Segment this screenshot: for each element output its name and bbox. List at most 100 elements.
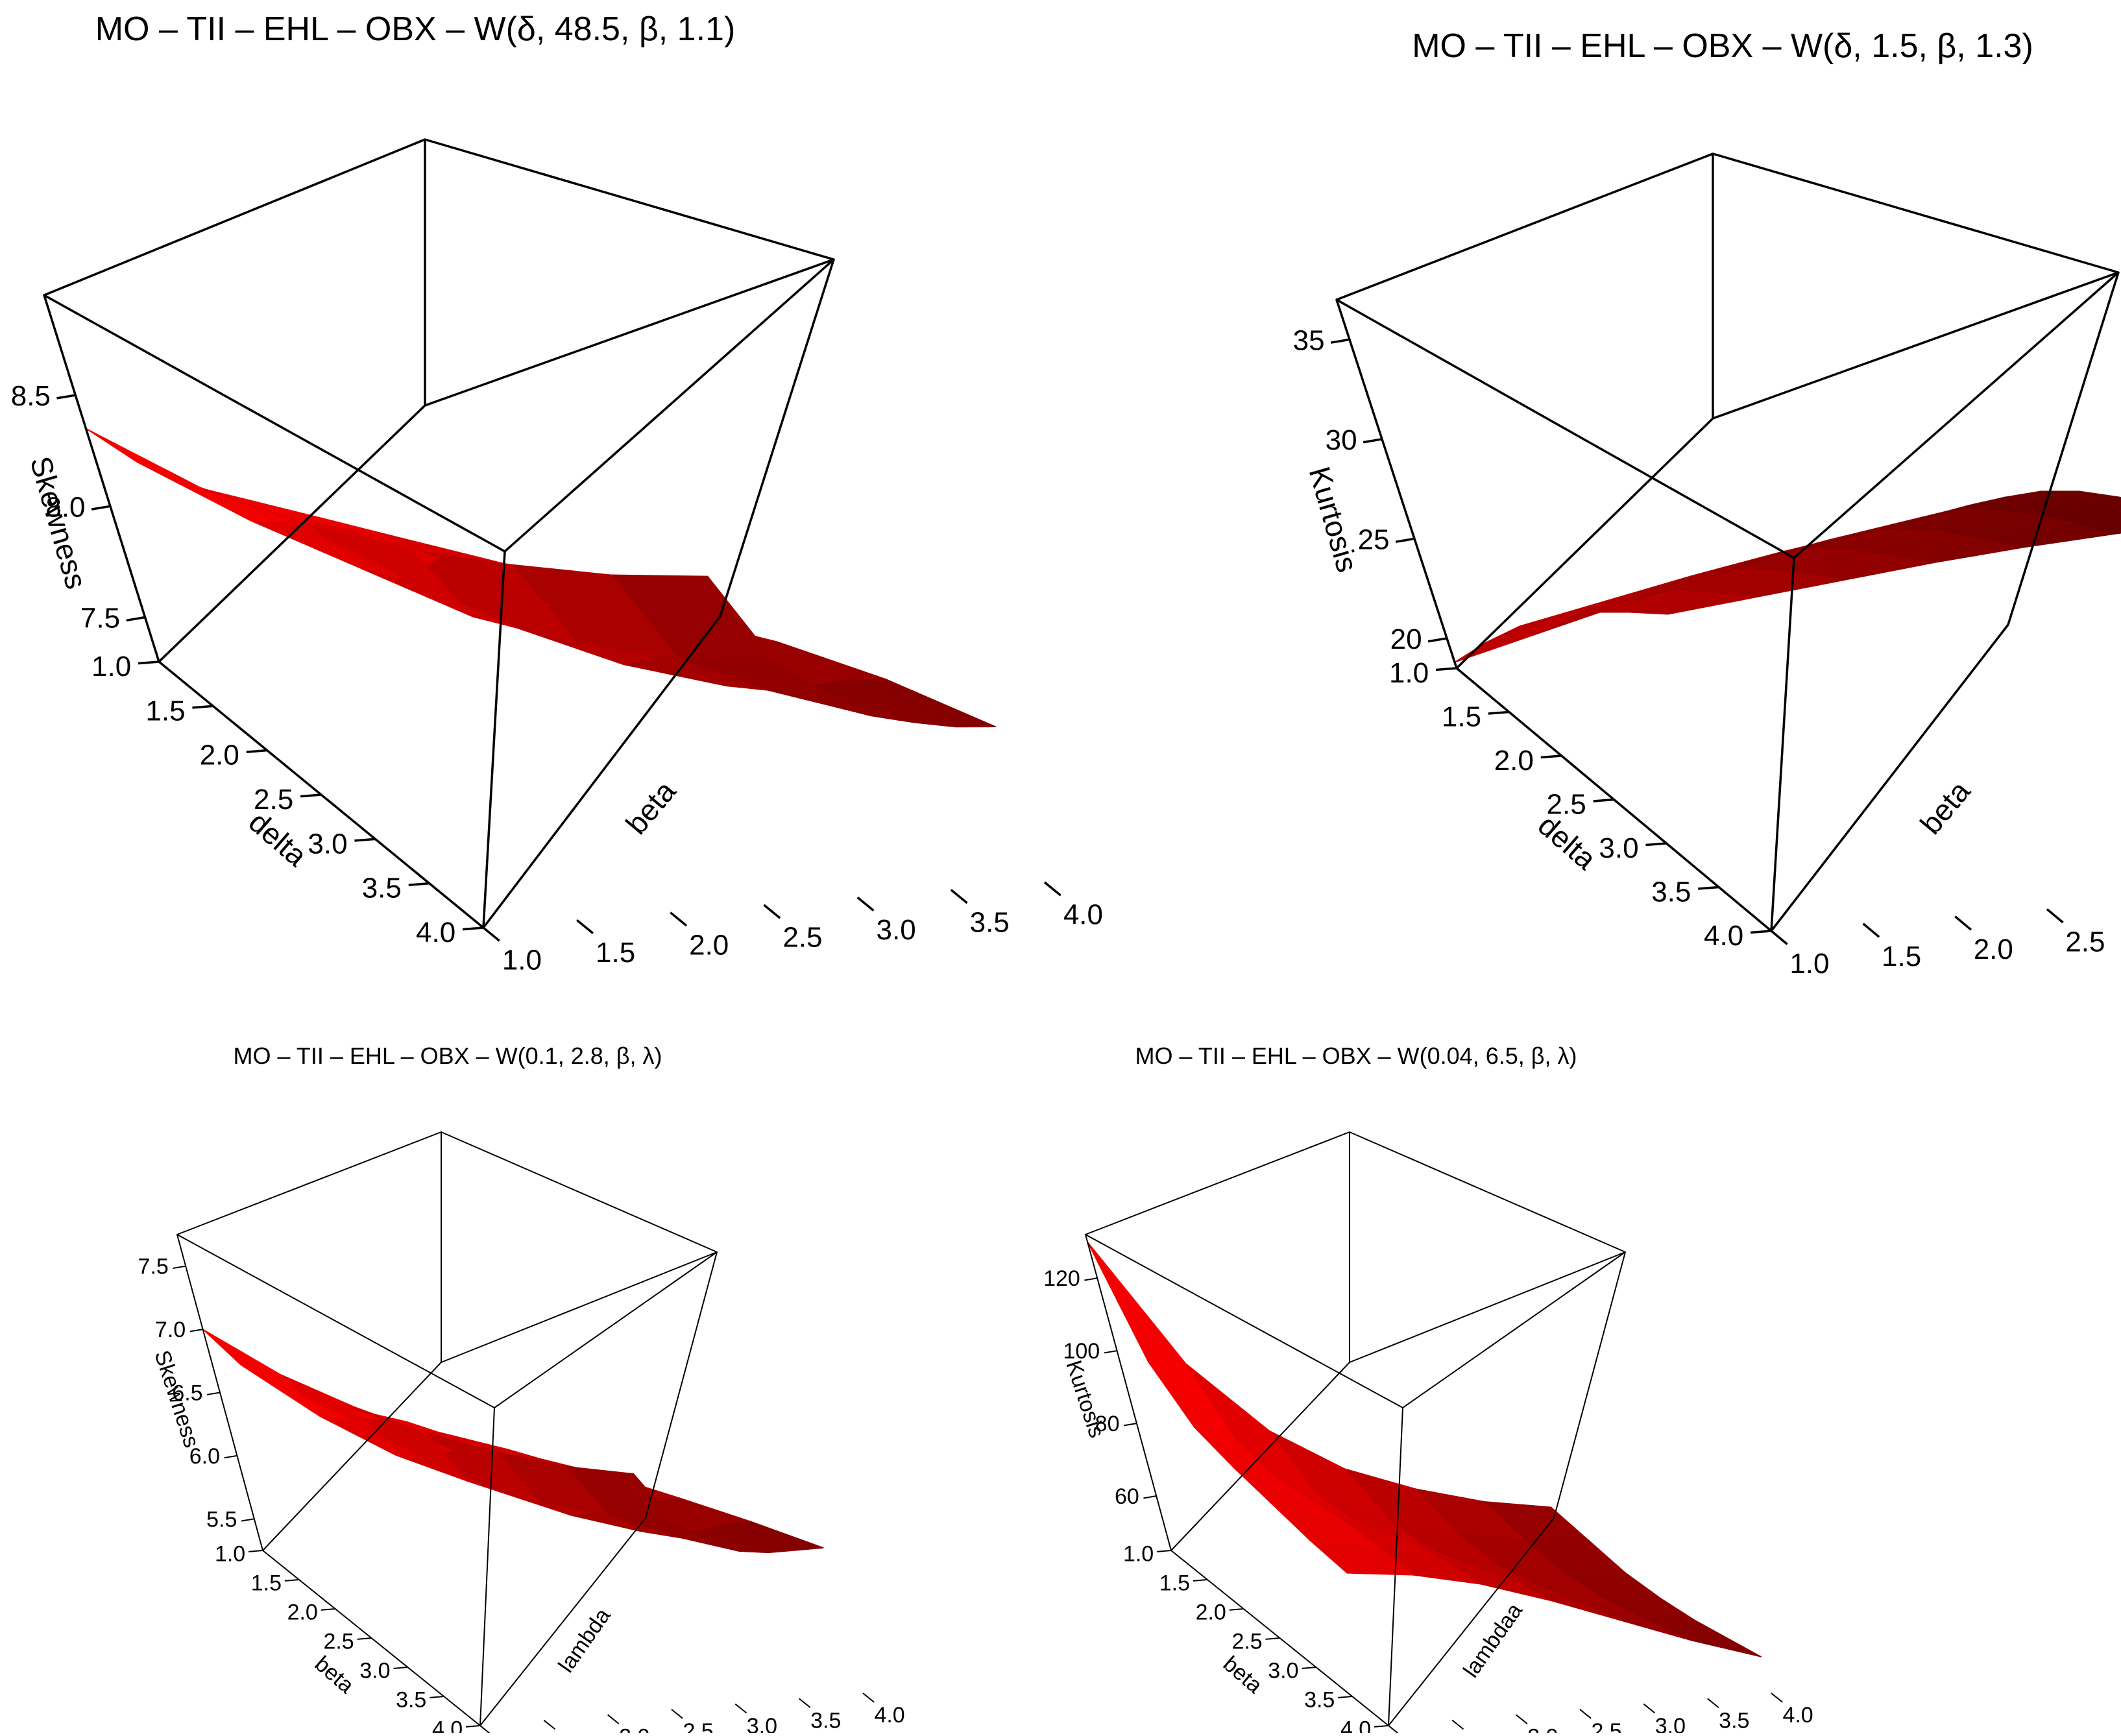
surface-facet bbox=[1455, 615, 1572, 662]
surface-plot bbox=[86, 429, 996, 727]
x-tick-label: 2.0 bbox=[1196, 1600, 1226, 1624]
x-tick-label: 2.0 bbox=[287, 1600, 318, 1624]
x-tick-mark bbox=[358, 1638, 372, 1639]
chart-title: MO – TII – EHL – OBX – W(δ, 48.5, β, 1.1… bbox=[95, 10, 736, 48]
chart-panel-kurtosis-beta-lambdaa: MO – TII – EHL – OBX – W(0.04, 6.5, β, λ… bbox=[1043, 1043, 1813, 1733]
z-tick-mark bbox=[1331, 339, 1350, 343]
x-tick-mark bbox=[1230, 1609, 1244, 1610]
y-tick-mark bbox=[544, 1720, 555, 1730]
y-axis-title: beta bbox=[1913, 774, 1977, 840]
y-tick-label: 3.5 bbox=[810, 1709, 841, 1733]
y-axis-title: lambda bbox=[553, 1604, 615, 1677]
y-tick-label: 4.0 bbox=[874, 1703, 904, 1728]
y-tick-label: 2.0 bbox=[689, 929, 729, 961]
x-tick-mark bbox=[1751, 931, 1771, 933]
z-axis-title: Kurtosis bbox=[1302, 463, 1364, 576]
z-tick-mark bbox=[1428, 638, 1447, 642]
x-tick-mark bbox=[430, 1696, 444, 1698]
x-tick-label: 2.5 bbox=[323, 1629, 354, 1654]
x-tick-label: 1.5 bbox=[1159, 1571, 1190, 1595]
x-tick-mark bbox=[1302, 1667, 1316, 1669]
x-tick-label: 3.5 bbox=[396, 1687, 426, 1712]
x-tick-label: 1.5 bbox=[145, 695, 185, 727]
x-tick-label: 2.0 bbox=[200, 740, 239, 771]
x-tick-mark bbox=[409, 884, 430, 886]
y-tick-mark bbox=[1516, 1715, 1527, 1724]
z-tick-mark bbox=[1363, 439, 1382, 442]
z-tick-mark bbox=[241, 1519, 254, 1521]
y-tick-label: 2.0 bbox=[1974, 934, 2013, 965]
y-tick-label: 3.5 bbox=[1719, 1709, 1749, 1733]
y-tick-label: 1.5 bbox=[1464, 1730, 1494, 1733]
y-tick-mark bbox=[577, 920, 593, 933]
z-tick-mark bbox=[1104, 1351, 1117, 1353]
y-tick-mark bbox=[1708, 1698, 1719, 1707]
x-tick-mark bbox=[354, 839, 375, 841]
z-tick-mark bbox=[224, 1456, 237, 1458]
y-tick-label: 3.0 bbox=[1655, 1714, 1686, 1733]
z-tick-label: 20 bbox=[1390, 623, 1422, 655]
z-tick-mark bbox=[1143, 1496, 1156, 1498]
x-tick-mark bbox=[1338, 1696, 1352, 1698]
x-tick-label: 4.0 bbox=[432, 1717, 463, 1733]
y-tick-label: 4.0 bbox=[1063, 899, 1103, 931]
z-tick-label: 7.0 bbox=[155, 1318, 186, 1342]
y-tick-mark bbox=[608, 1715, 619, 1724]
x-tick-mark bbox=[300, 795, 321, 797]
y-tick-label: 2.0 bbox=[619, 1725, 649, 1733]
y-axis-title: lambdaa bbox=[1459, 1598, 1527, 1682]
y-tick-mark bbox=[799, 1698, 810, 1707]
x-tick-label: 3.0 bbox=[308, 828, 347, 860]
y-tick-label: 1.0 bbox=[1789, 948, 1829, 980]
bounding-box bbox=[44, 139, 834, 928]
x-tick-label: 4.0 bbox=[416, 917, 455, 948]
x-tick-mark bbox=[138, 662, 159, 664]
x-tick-mark bbox=[1594, 800, 1614, 802]
z-tick-label: 120 bbox=[1043, 1266, 1080, 1291]
z-tick-mark bbox=[190, 1329, 203, 1331]
chart-title: MO – TII – EHL – OBX – W(0.04, 6.5, β, λ… bbox=[1135, 1043, 1577, 1069]
x-tick-mark bbox=[321, 1609, 335, 1610]
y-tick-mark bbox=[1771, 931, 1788, 945]
chart-panel-skewness-delta-beta: MO – TII – EHL – OBX – W(δ, 48.5, β, 1.1… bbox=[11, 10, 1103, 976]
z-tick-label: 6.0 bbox=[189, 1444, 220, 1469]
x-tick-label: 3.5 bbox=[1304, 1687, 1335, 1712]
z-tick-mark bbox=[91, 506, 110, 509]
x-tick-label: 1.0 bbox=[1123, 1541, 1154, 1566]
y-tick-label: 3.0 bbox=[877, 914, 916, 946]
x-tick-label: 4.0 bbox=[1704, 920, 1743, 952]
x-tick-label: 2.0 bbox=[1494, 745, 1534, 777]
y-tick-label: 2.5 bbox=[1591, 1719, 1621, 1733]
y-tick-mark bbox=[1771, 1693, 1782, 1702]
y-tick-mark bbox=[863, 1693, 874, 1702]
y-tick-mark bbox=[858, 897, 874, 910]
y-tick-mark bbox=[1580, 1709, 1591, 1718]
z-tick-mark bbox=[173, 1266, 186, 1268]
y-tick-label: 2.5 bbox=[782, 922, 822, 954]
surface-facet bbox=[1087, 1242, 1235, 1440]
x-tick-mark bbox=[285, 1580, 299, 1581]
x-tick-mark bbox=[1541, 756, 1562, 758]
z-tick-label: 60 bbox=[1115, 1484, 1139, 1509]
y-tick-label: 4.0 bbox=[1782, 1703, 1813, 1728]
y-tick-label: 1.0 bbox=[502, 945, 542, 976]
z-tick-label: 35 bbox=[1293, 324, 1325, 356]
z-tick-label: 25 bbox=[1358, 524, 1390, 555]
y-tick-label: 2.0 bbox=[1527, 1725, 1558, 1733]
z-tick-mark bbox=[1396, 538, 1414, 542]
y-tick-label: 2.5 bbox=[683, 1719, 713, 1733]
x-tick-label: 3.0 bbox=[1599, 832, 1638, 864]
y-tick-mark bbox=[951, 890, 967, 903]
x-tick-mark bbox=[466, 1726, 480, 1727]
x-tick-label: 1.0 bbox=[91, 651, 131, 682]
y-tick-label: 3.5 bbox=[970, 906, 1010, 938]
z-axis-title: Kurtosis bbox=[1061, 1357, 1109, 1441]
x-tick-label: 1.0 bbox=[1389, 657, 1429, 689]
x-tick-label: 1.0 bbox=[215, 1541, 245, 1566]
x-tick-label: 3.0 bbox=[1268, 1658, 1298, 1683]
x-tick-mark bbox=[1436, 668, 1457, 670]
x-tick-mark bbox=[1645, 843, 1666, 845]
